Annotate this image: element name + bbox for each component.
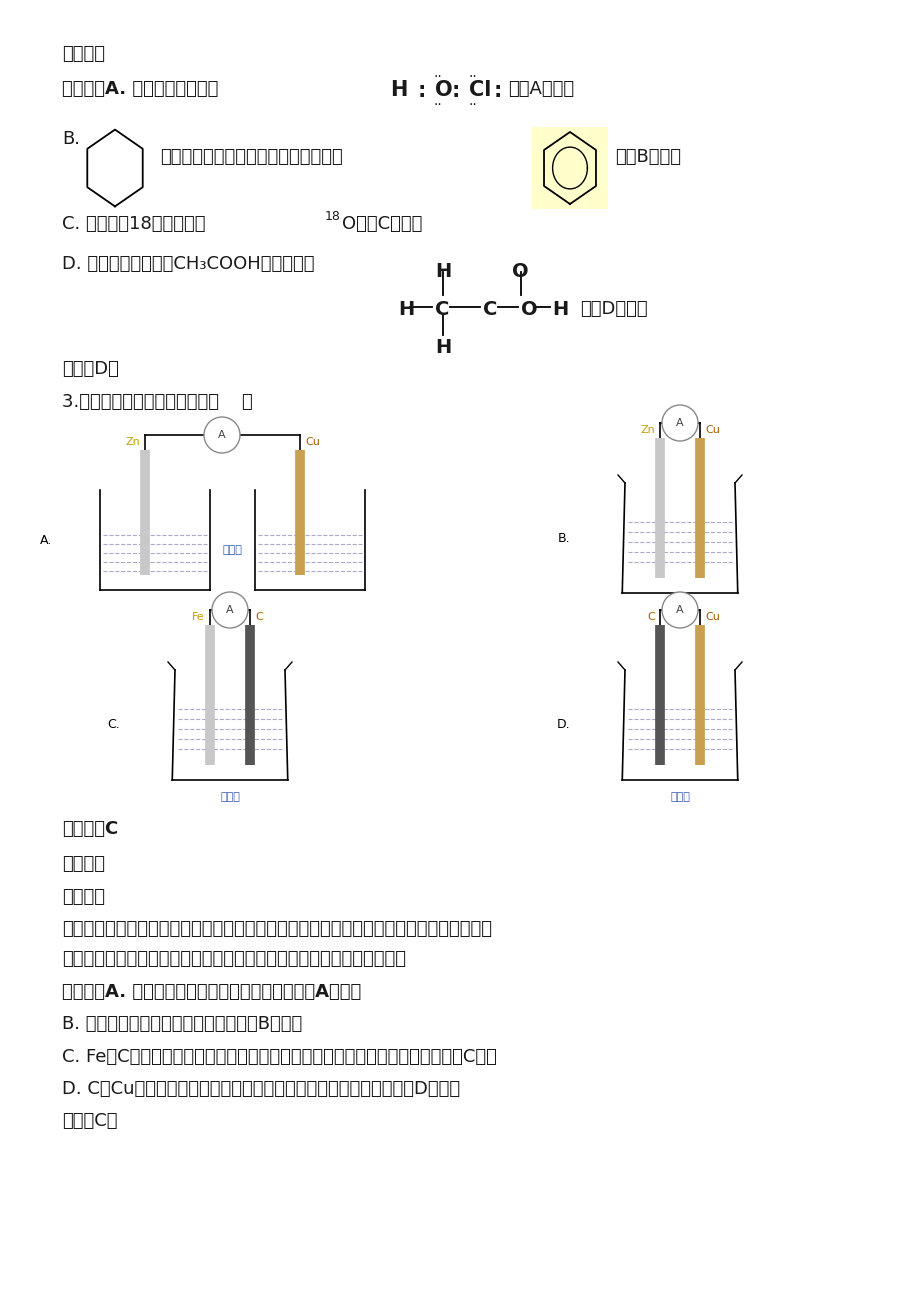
Text: ··: ·· [434,98,442,112]
Text: 【答案】C: 【答案】C [62,820,119,838]
Text: ··: ·· [469,70,477,85]
Text: C: C [255,612,263,622]
Circle shape [662,592,698,628]
Text: Zn: Zn [640,424,654,435]
Text: B.: B. [62,130,80,148]
Text: 18: 18 [324,210,341,223]
Text: Zn: Zn [125,437,140,447]
Text: Cu: Cu [305,437,320,447]
Text: 为环己烷的结构简式，苯的结构简式为: 为环己烷的结构简式，苯的结构简式为 [160,148,343,165]
Text: 【解析】: 【解析】 [62,855,105,874]
Text: 答案选D。: 答案选D。 [62,359,119,378]
Text: O: O [520,299,537,319]
Text: D. 乙酸的结构简式为CH₃COOH，结构式：: D. 乙酸的结构简式为CH₃COOH，结构式： [62,255,314,273]
Text: A: A [675,418,683,428]
Text: H: H [435,262,450,281]
Text: A: A [226,605,233,615]
Text: C. 质量数为18的氧原子：: C. 质量数为18的氧原子： [62,215,205,233]
Text: H: H [398,299,414,319]
Text: C: C [647,612,654,622]
Text: 酒精: 酒精 [673,605,686,615]
Text: A: A [218,430,225,440]
Text: Cl: Cl [469,79,491,100]
Circle shape [211,592,248,628]
Text: C. Fe比C活泼，铁与稀硫酸反应生成氢气，且形成了闭合回路，能构成原电池，C选；: C. Fe比C活泼，铁与稀硫酸反应生成氢气，且形成了闭合回路，能构成原电池，C选… [62,1048,496,1066]
Text: 质溶液中形成闭合回路，能够发生自发的氧化还原反应，据此分析解答。: 质溶液中形成闭合回路，能够发生自发的氧化还原反应，据此分析解答。 [62,950,405,967]
Text: H: H [390,79,407,100]
Text: :: : [451,81,460,102]
Text: D. C和Cu均不能与硫酸发生自发的氧化还原反应，不能构成原电池，D不选；: D. C和Cu均不能与硫酸发生自发的氧化还原反应，不能构成原电池，D不选； [62,1079,460,1098]
Text: 【分析】: 【分析】 [62,888,105,906]
Text: :: : [494,81,502,102]
Text: B. 酒精是非电解质，不能构成原电池，B不选；: B. 酒精是非电解质，不能构成原电池，B不选； [62,1016,302,1032]
Text: Fe: Fe [192,612,205,622]
Circle shape [662,405,698,441]
Text: C.: C. [108,719,119,732]
Text: 稀硫酸: 稀硫酸 [669,792,689,802]
Text: :: : [417,81,425,102]
Text: ，故B错误；: ，故B错误； [614,148,680,165]
Circle shape [204,417,240,453]
Text: 答案选C。: 答案选C。 [62,1112,118,1130]
Text: 【详解】A. 没有形成闭合回路，不能构成原电池，A不选；: 【详解】A. 没有形成闭合回路，不能构成原电池，A不选； [62,983,361,1001]
Text: A: A [675,605,683,615]
Text: C: C [482,299,497,319]
Text: H: H [435,339,450,357]
Text: 稀硫酸: 稀硫酸 [220,792,240,802]
Text: ，故A错误；: ，故A错误； [507,79,573,98]
Text: Cu: Cu [704,424,719,435]
Text: ，故D正确；: ，故D正确； [579,299,647,318]
Bar [531,128,607,210]
Text: 构成原电池的条件是：活泼性不同的金属或金属和导电的非金属，导线连接，并且插入电解: 构成原电池的条件是：活泼性不同的金属或金属和导电的非金属，导线连接，并且插入电解 [62,921,492,937]
Text: A.: A. [40,534,52,547]
Text: 【解析】: 【解析】 [62,46,105,62]
Text: O: O [512,262,528,281]
Text: C: C [435,299,448,319]
Text: B.: B. [557,531,570,544]
Text: 【详解】A. 次氯酸的电子式：: 【详解】A. 次氯酸的电子式： [62,79,218,98]
Text: O: O [435,79,452,100]
Text: H: H [551,299,568,319]
Text: 3.下列装置能构成原电池的是（    ）: 3.下列装置能构成原电池的是（ ） [62,393,253,411]
Text: 稀硫酸: 稀硫酸 [221,546,242,555]
Text: ··: ·· [434,70,442,85]
Text: ··: ·· [469,98,477,112]
Text: D.: D. [556,719,570,732]
Text: O，故C错误；: O，故C错误； [342,215,422,233]
Text: Cu: Cu [704,612,719,622]
